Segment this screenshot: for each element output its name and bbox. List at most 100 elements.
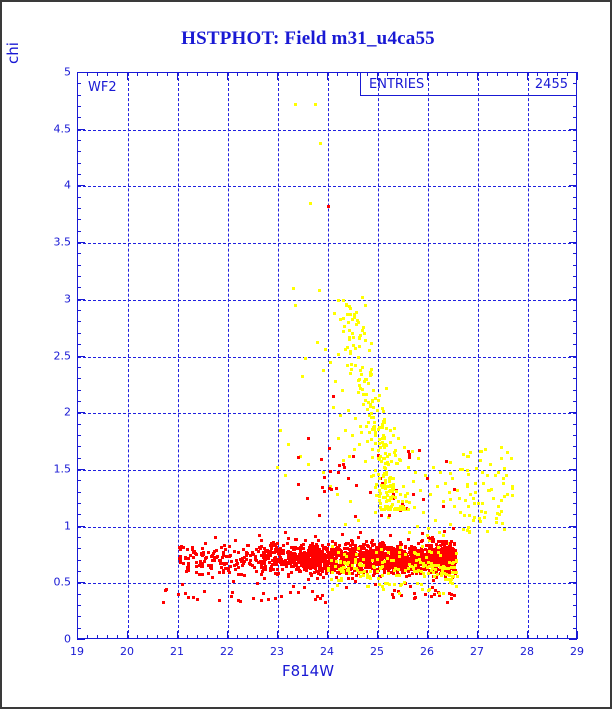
data-point-red [367,565,371,569]
data-point-yellow [456,488,460,492]
data-point-red [254,570,258,574]
y-axis-minor-tick [77,389,81,391]
data-point-yellow [450,581,454,585]
data-point-red [395,546,399,550]
data-point-yellow [431,566,435,570]
data-point-red [422,497,426,501]
y-axis-minor-tick [573,219,577,221]
data-point-red [376,453,380,457]
data-point-red [432,593,436,597]
data-point-yellow [399,583,403,587]
data-point-red [209,563,213,567]
data-point-yellow [334,379,337,383]
data-point-red [430,544,434,548]
data-point-red [406,559,410,563]
data-point-yellow [452,570,456,574]
data-point-red [164,587,168,591]
data-point-red [260,572,264,576]
data-point-red [426,536,430,540]
data-point-red [392,554,396,558]
data-point-red [323,561,327,565]
data-point-red [296,558,300,562]
data-point-yellow [346,346,350,350]
data-point-yellow [369,370,373,374]
data-point-yellow [489,462,492,466]
data-point-yellow [496,504,500,508]
data-point-red [448,542,452,546]
data-point-yellow [382,420,386,424]
x-axis-minor-tick [347,635,348,639]
data-point-yellow [284,474,287,478]
data-point-yellow [442,592,446,596]
data-point-yellow [350,434,354,438]
data-point-red [373,572,377,576]
data-point-yellow [391,486,395,490]
data-point-yellow [387,477,391,481]
data-point-red [351,571,355,575]
data-point-red [443,549,447,553]
data-point-red [355,565,359,569]
data-point-yellow [453,566,457,570]
data-point-yellow [357,384,361,388]
y-axis-minor-tick [77,321,81,323]
y-axis-minor-tick [573,627,577,629]
data-point-yellow [447,573,451,577]
data-point-yellow [375,494,379,498]
data-point-yellow [389,459,393,463]
data-point-yellow [356,356,360,360]
y-axis-minor-tick [573,548,577,550]
data-point-red [405,506,409,510]
data-point-red [418,449,422,453]
data-point-red [389,557,393,561]
data-point-yellow [364,303,367,307]
data-point-yellow [355,567,359,571]
data-point-red [366,555,369,559]
data-point-red [293,537,297,541]
data-point-red [377,559,381,563]
data-point-yellow [433,568,437,572]
data-point-yellow [479,510,483,514]
data-point-red [410,571,414,575]
data-point-yellow [465,485,469,489]
data-point-yellow [348,571,352,575]
data-point-red [412,545,416,549]
x-axis-minor-tick [197,635,198,639]
data-point-red [328,470,332,474]
y-axis-minor-tick [573,151,577,153]
data-point-red [326,542,330,546]
y-axis-minor-tick [77,378,81,380]
x-axis-tick [277,72,278,80]
data-point-red [309,557,313,561]
data-point-yellow [317,289,321,293]
data-point-red [452,543,456,547]
data-point-yellow [361,329,365,333]
data-point-red [245,558,249,562]
data-point-red [369,556,373,560]
data-point-yellow [358,368,362,372]
data-point-yellow [390,558,394,562]
y-axis-minor-tick [77,423,81,425]
data-point-red [231,579,235,583]
data-point-yellow [349,352,353,356]
data-point-red [298,558,302,562]
data-point-yellow [362,326,366,330]
data-point-red [414,555,418,559]
data-point-yellow [387,572,391,576]
data-point-red [370,550,374,554]
grid-line-vertical [178,73,179,638]
data-point-red [446,553,450,557]
x-axis-minor-tick [267,635,268,639]
data-point-yellow [431,466,435,470]
grid-line-vertical [278,73,279,638]
data-point-red [222,562,226,566]
data-point-red [364,552,367,556]
x-axis-minor-tick [337,635,338,639]
x-axis-tick [177,631,178,639]
data-point-red [399,556,403,560]
data-point-yellow [457,496,461,500]
x-axis-minor-tick [217,635,218,639]
x-axis-minor-tick [197,72,198,76]
x-axis-minor-tick [447,635,448,639]
data-point-red [398,547,402,551]
data-point-red [187,556,191,560]
